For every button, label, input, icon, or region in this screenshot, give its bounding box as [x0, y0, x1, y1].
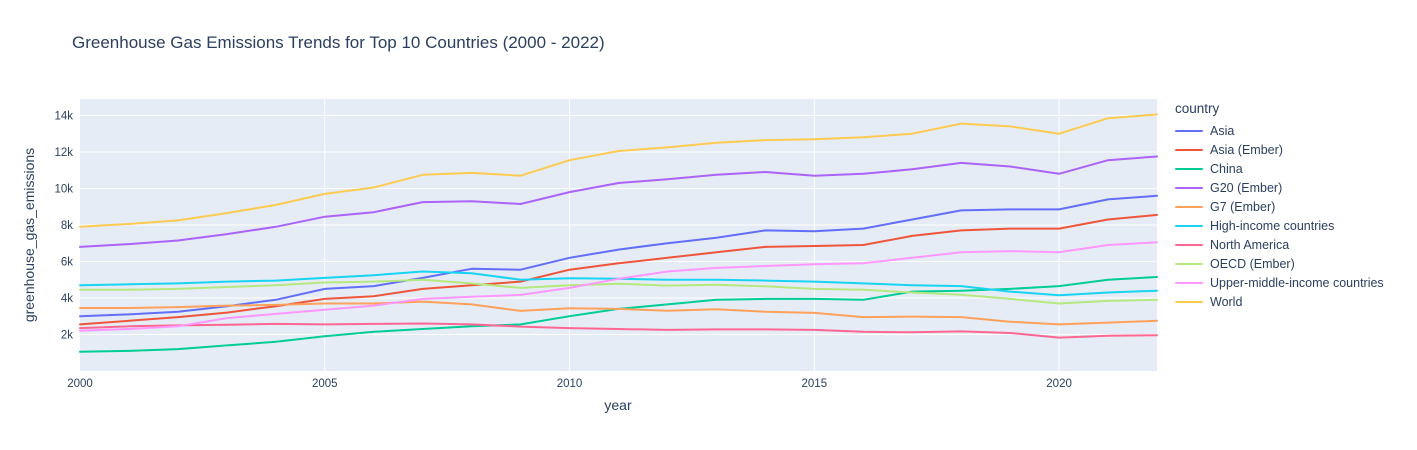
series-line-north-america[interactable]: [79, 322, 1158, 339]
legend-label: Upper-middle-income countries: [1210, 275, 1384, 290]
legend-swatch: [1175, 300, 1203, 303]
x-tick-label: 2000: [67, 378, 93, 390]
legend-items: Asia Asia (Ember) China G20 (Ember) G7 (Embe…: [1175, 121, 1384, 311]
legend-title: country: [1175, 101, 1220, 116]
legend-item-upper-middle-income-countries[interactable]: Upper-middle-income countries: [1175, 273, 1384, 292]
series-line-asia-ember-[interactable]: [79, 213, 1158, 326]
x-tick-label: 2010: [557, 378, 583, 390]
y-tick-label: 10k: [54, 183, 73, 195]
x-tick-label: 2005: [312, 378, 338, 390]
x-tick-label: 2020: [1046, 378, 1072, 390]
legend-swatch: [1175, 129, 1203, 132]
legend-label: G20 (Ember): [1210, 180, 1283, 195]
x-tick-label: 2015: [802, 378, 828, 390]
legend-item-asia[interactable]: Asia: [1175, 121, 1384, 140]
y-tick-label: 4k: [61, 293, 73, 305]
series-line-g20-ember-[interactable]: [79, 155, 1158, 248]
legend-item-north-america[interactable]: North America: [1175, 235, 1384, 254]
legend-label: High-income countries: [1210, 218, 1335, 233]
legend-swatch: [1175, 262, 1203, 265]
legend-label: China: [1210, 161, 1243, 176]
y-tick-label: 2k: [61, 329, 73, 341]
legend-label: North America: [1210, 237, 1290, 252]
series-line-g7-ember-[interactable]: [79, 300, 1158, 326]
legend-swatch: [1175, 281, 1203, 284]
y-tick-label: 8k: [61, 220, 73, 232]
series-line-oecd-ember-[interactable]: [79, 278, 1158, 305]
legend-swatch: [1175, 205, 1203, 208]
legend-swatch: [1175, 167, 1203, 170]
legend: country Asia Asia (Ember) China G20 (Ember)…: [1175, 101, 1384, 311]
legend-label: World: [1210, 294, 1243, 309]
series-line-asia[interactable]: [79, 194, 1158, 318]
legend-label: OECD (Ember): [1210, 256, 1295, 271]
legend-label: Asia (Ember): [1210, 142, 1283, 157]
legend-label: G7 (Ember): [1210, 199, 1276, 214]
y-axis-title: greenhouse_gas_emissions: [21, 147, 37, 323]
legend-item-g20-ember-[interactable]: G20 (Ember): [1175, 178, 1384, 197]
legend-swatch: [1175, 224, 1203, 227]
y-tick-label: 6k: [61, 256, 73, 268]
y-tick-label: 12k: [54, 147, 73, 159]
legend-swatch: [1175, 186, 1203, 189]
chart-title: Greenhouse Gas Emissions Trends for Top …: [72, 33, 605, 52]
legend-label: Asia: [1210, 123, 1235, 138]
legend-item-china[interactable]: China: [1175, 159, 1384, 178]
x-axis-title: year: [604, 397, 632, 413]
legend-item-world[interactable]: World: [1175, 292, 1384, 311]
legend-item-g7-ember-[interactable]: G7 (Ember): [1175, 197, 1384, 216]
legend-item-asia-ember-[interactable]: Asia (Ember): [1175, 140, 1384, 159]
legend-swatch: [1175, 148, 1203, 151]
legend-item-oecd-ember-[interactable]: OECD (Ember): [1175, 254, 1384, 273]
series-line-upper-middle-income-countries[interactable]: [79, 241, 1158, 332]
legend-item-high-income-countries[interactable]: High-income countries: [1175, 216, 1384, 235]
legend-swatch: [1175, 243, 1203, 246]
plot-area[interactable]: [80, 99, 1157, 371]
series-line-world[interactable]: [79, 113, 1158, 228]
y-tick-label: 14k: [54, 110, 73, 122]
